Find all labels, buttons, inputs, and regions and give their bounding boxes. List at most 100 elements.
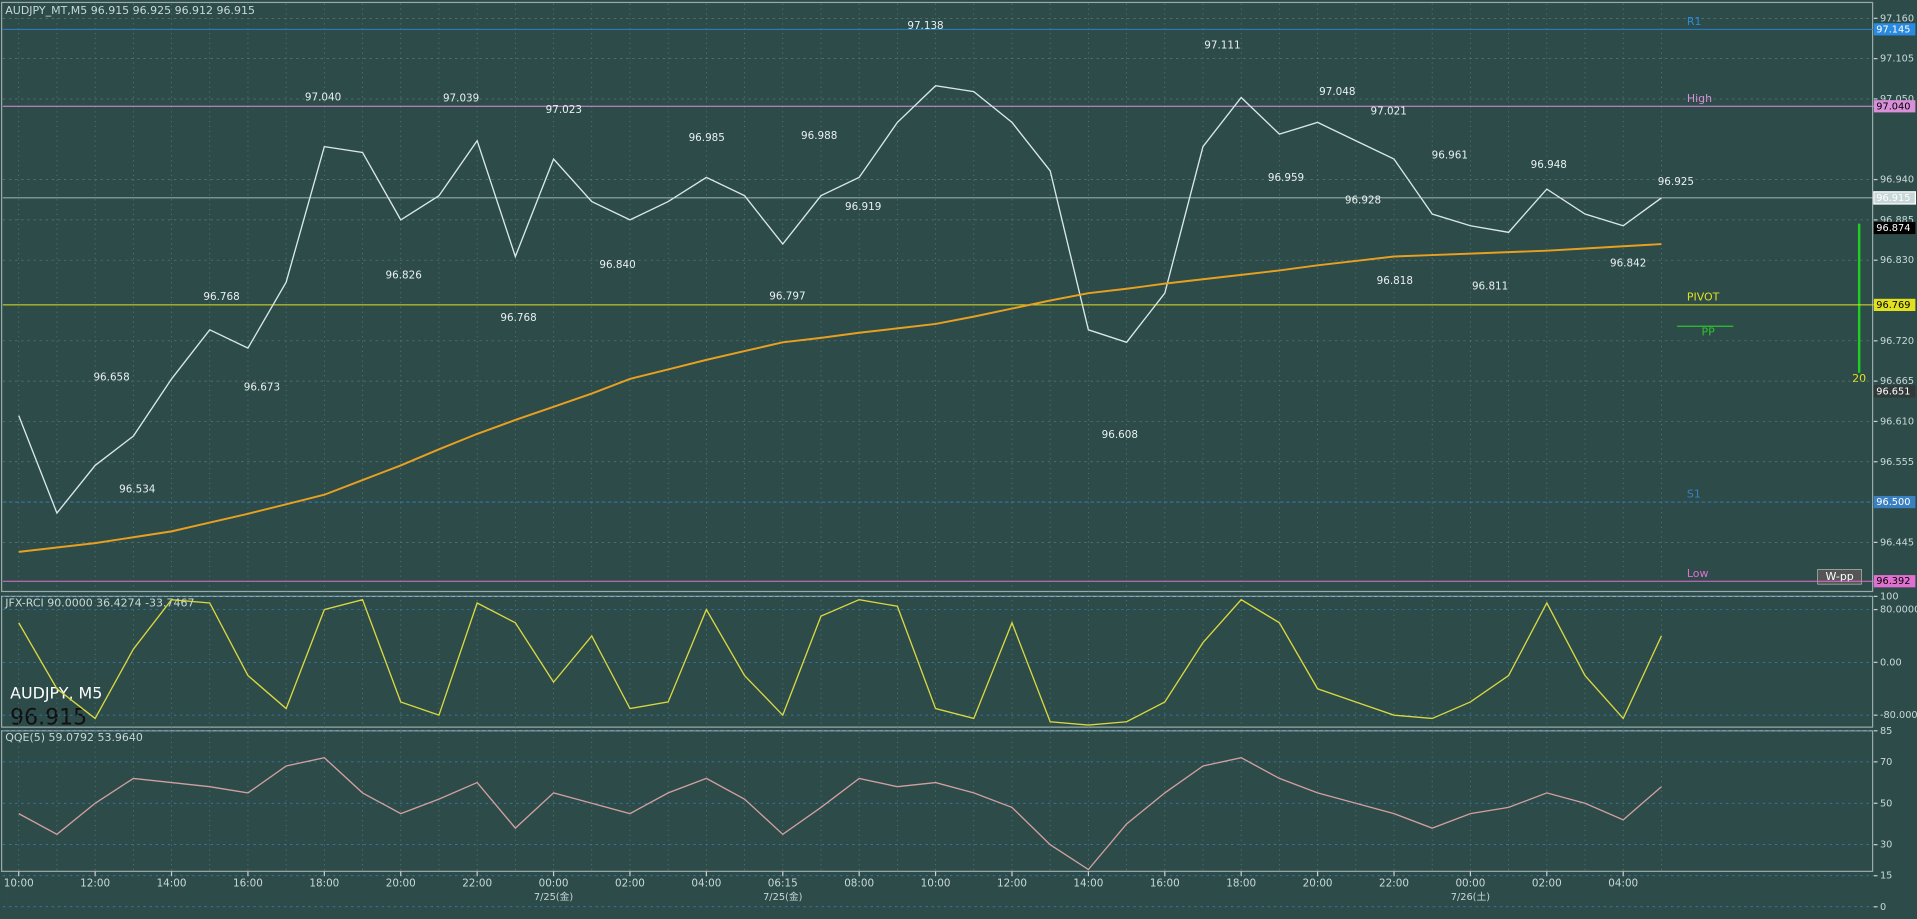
x-tick-label: 16:00	[1150, 878, 1180, 890]
qqe-title: QQE(5) 59.0792 53.9640	[5, 731, 143, 744]
price-tag	[1873, 385, 1916, 398]
price-line	[18, 243, 1662, 553]
price-annotation: 96.768	[500, 312, 536, 324]
y-tick-label: 80.0000	[1880, 605, 1917, 616]
y-tick-label: 0	[1880, 902, 1886, 913]
price-tag-label: 97.040	[1876, 101, 1910, 112]
x-tick-label: 04:00	[691, 878, 721, 890]
date-label: 7/25(金)	[763, 890, 802, 903]
y-tick-label: 97.160	[1880, 13, 1914, 24]
date-label: 7/26(土)	[1451, 890, 1490, 903]
x-tick-label: 12:00	[997, 878, 1027, 890]
y-tick-label: 96.555	[1880, 457, 1914, 468]
price-annotation: 96.811	[1472, 280, 1508, 292]
x-tick-label: 14:00	[157, 878, 187, 890]
y-tick-label: 96.720	[1880, 336, 1914, 347]
y-tick-label: 100	[1880, 591, 1899, 602]
price-tag-label: 96.651	[1876, 386, 1910, 397]
price-tag	[1873, 495, 1916, 509]
price-tag-label: 96.392	[1876, 576, 1910, 587]
x-tick-label: 22:00	[1379, 878, 1409, 890]
price-annotation: 97.138	[907, 20, 943, 32]
x-tick-label: 00:00	[1455, 878, 1485, 890]
price-annotation: 96.673	[244, 381, 280, 393]
bar-label: 20	[1852, 372, 1866, 385]
pp-label: PP	[1702, 325, 1716, 338]
x-tick-label: 20:00	[386, 878, 416, 890]
y-tick-label: 97.105	[1880, 54, 1914, 65]
price-annotation: 97.021	[1371, 106, 1407, 118]
price-annotation: 97.040	[305, 92, 341, 104]
wpp-box	[1817, 569, 1862, 585]
price-tag	[1873, 221, 1916, 235]
price-annotation: 97.039	[443, 92, 479, 104]
price-tag-label: 97.145	[1876, 24, 1910, 35]
level-name: PIVOT	[1687, 291, 1720, 304]
x-tick-label: 22:00	[462, 878, 492, 890]
x-tick-label: 12:00	[80, 878, 110, 890]
x-tick-label: 20:00	[1303, 878, 1333, 890]
price-line	[18, 85, 1662, 515]
wpp-label: W-pp	[1825, 570, 1853, 583]
price-annotation: 96.608	[1102, 429, 1138, 441]
y-tick-label: 97.050	[1880, 94, 1914, 105]
x-tick-label: 04:00	[1608, 878, 1638, 890]
price-tag-label: 96.874	[1876, 223, 1910, 234]
price-annotation: 96.534	[119, 483, 156, 495]
x-tick-label: 10:00	[4, 878, 34, 890]
y-tick-label: 30	[1880, 840, 1892, 851]
y-tick-label: 50	[1880, 798, 1892, 809]
x-tick-label: 10:00	[921, 878, 951, 890]
x-tick-label: 00:00	[539, 878, 569, 890]
price-annotation: 97.111	[1204, 40, 1240, 52]
price-tag	[1873, 191, 1916, 205]
price-annotation: 96.818	[1377, 275, 1413, 287]
rci-panel	[1, 595, 1874, 728]
oscillator-line	[18, 756, 1662, 871]
price-tag-label: 96.769	[1876, 300, 1910, 311]
x-tick-label: 02:00	[615, 878, 645, 890]
price-annotation: 96.919	[845, 201, 881, 213]
x-tick-label: 18:00	[309, 878, 339, 890]
date-label: 7/25(金)	[534, 890, 573, 903]
x-tick-label: 14:00	[1073, 878, 1103, 890]
price-tag	[1873, 100, 1916, 113]
y-tick-label: 0.00	[1880, 657, 1902, 668]
price-annotation: 97.023	[546, 104, 582, 116]
y-tick-label: 96.940	[1880, 175, 1914, 186]
qqe-panel	[1, 730, 1874, 872]
level-name: R1	[1687, 15, 1702, 28]
x-tick-label: 02:00	[1532, 878, 1562, 890]
price-annotation: 96.842	[1610, 258, 1646, 270]
price-annotation: 96.948	[1531, 159, 1567, 171]
level-name: High	[1687, 92, 1712, 105]
level-name: Low	[1687, 567, 1709, 580]
price-annotation: 97.048	[1319, 86, 1355, 98]
price-tag-label: 96.915	[1876, 193, 1910, 204]
main-panel	[1, 1, 1874, 593]
y-tick-label: 96.830	[1880, 255, 1914, 266]
x-tick-label: 16:00	[233, 878, 263, 890]
y-tick-label: 85	[1880, 726, 1892, 737]
price-annotation: 96.988	[801, 130, 837, 142]
y-tick-label: 96.665	[1880, 376, 1914, 387]
y-tick-label: 96.445	[1880, 537, 1914, 548]
watermark-price: 96.915	[10, 706, 87, 731]
price-annotation: 96.658	[93, 372, 129, 384]
price-annotation: 96.768	[203, 291, 239, 303]
price-annotation: 96.797	[769, 291, 805, 303]
watermark: AUDJPY, M5	[10, 684, 102, 703]
y-tick-label: 96.610	[1880, 416, 1914, 427]
price-annotation: 96.840	[599, 259, 635, 271]
y-tick-label: 70	[1880, 757, 1892, 768]
price-annotation: 96.959	[1268, 172, 1304, 184]
price-annotation: 96.985	[689, 132, 725, 144]
oscillator-line	[18, 598, 1663, 726]
price-annotation: 96.925	[1658, 176, 1694, 188]
y-tick-label: -80.0000	[1880, 710, 1917, 721]
x-tick-label: 06:15	[768, 878, 798, 890]
price-annotation: 96.928	[1345, 195, 1381, 207]
